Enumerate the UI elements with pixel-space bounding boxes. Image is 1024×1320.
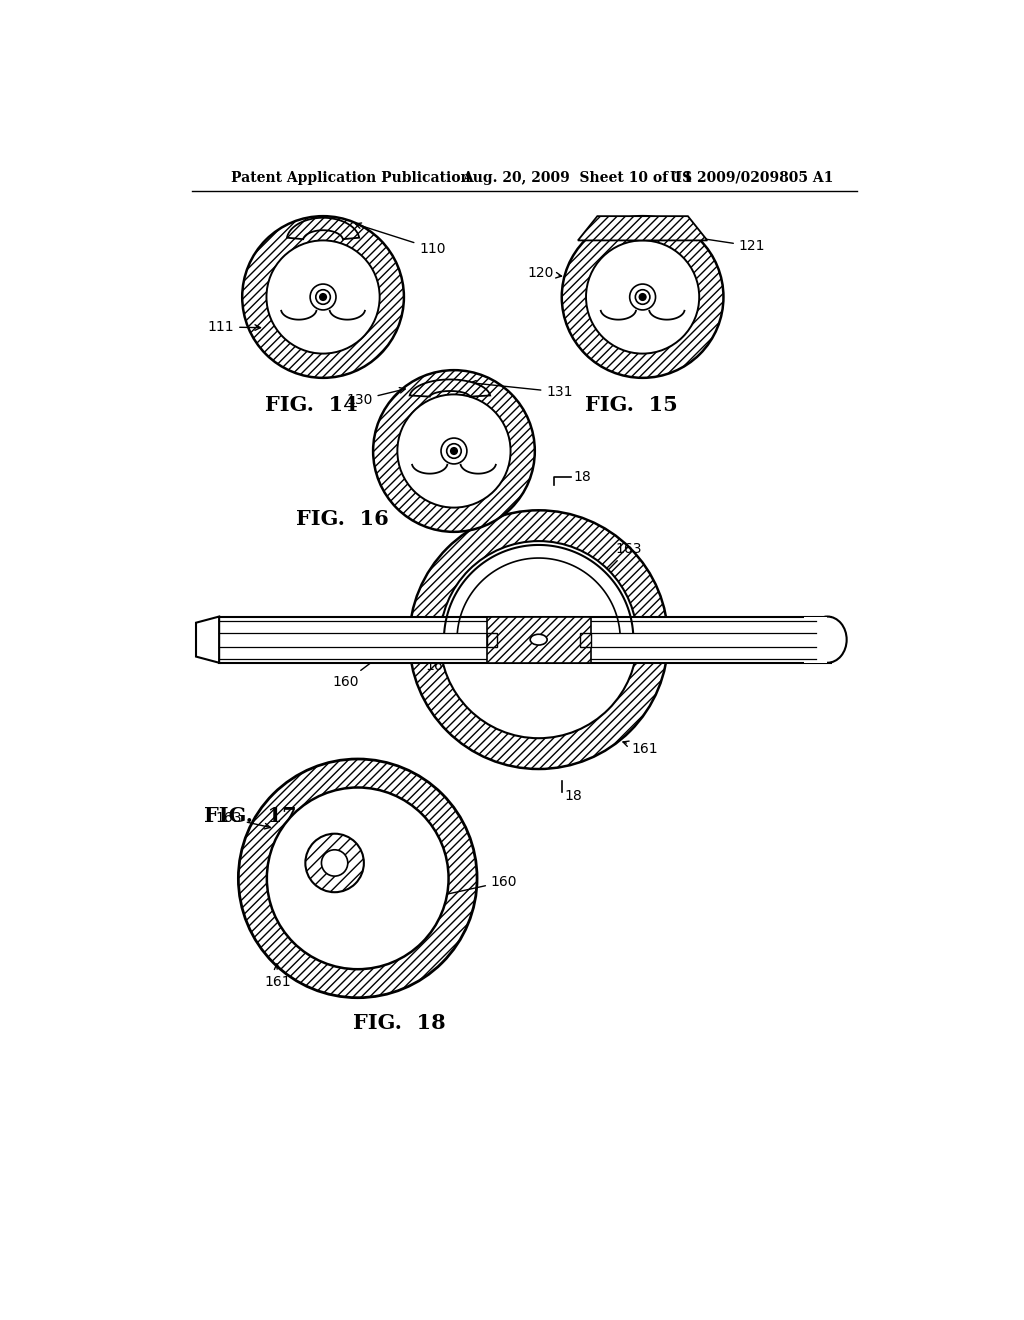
Text: 120: 120 (527, 265, 561, 280)
Polygon shape (287, 218, 359, 239)
Text: FIG.  15: FIG. 15 (585, 395, 678, 414)
Polygon shape (196, 616, 219, 663)
Bar (486, 632, 498, 647)
Circle shape (562, 216, 724, 378)
Text: FIG.  14: FIG. 14 (265, 395, 357, 414)
Text: 160: 160 (333, 653, 383, 689)
Bar (486, 632, 498, 647)
Text: FIG.  16: FIG. 16 (296, 508, 389, 529)
Circle shape (639, 294, 646, 300)
Text: 161: 161 (623, 741, 658, 756)
Ellipse shape (530, 635, 547, 645)
Circle shape (305, 834, 364, 892)
Polygon shape (410, 379, 490, 396)
Circle shape (586, 240, 699, 354)
Text: 131: 131 (470, 380, 572, 399)
Circle shape (397, 395, 511, 508)
Bar (580, 632, 591, 647)
Circle shape (243, 216, 403, 378)
Text: 161: 161 (264, 964, 291, 989)
Text: Patent Application Publication: Patent Application Publication (230, 170, 470, 185)
Circle shape (319, 294, 327, 300)
Circle shape (410, 511, 668, 770)
Text: Aug. 20, 2009  Sheet 10 of 11: Aug. 20, 2009 Sheet 10 of 11 (462, 170, 692, 185)
Text: 163: 163 (603, 543, 642, 576)
Ellipse shape (808, 616, 847, 663)
Circle shape (451, 447, 457, 454)
Circle shape (267, 788, 449, 969)
Text: 110: 110 (355, 223, 445, 256)
Circle shape (322, 850, 348, 876)
Text: 162: 162 (342, 813, 412, 853)
Bar (219, 616, 831, 663)
Circle shape (239, 759, 477, 998)
Text: 163: 163 (215, 810, 270, 829)
Circle shape (373, 370, 535, 532)
Circle shape (266, 240, 380, 354)
Text: 160: 160 (408, 875, 517, 904)
Bar (486, 616, 591, 663)
Text: FIG.  18: FIG. 18 (353, 1014, 445, 1034)
Text: 121: 121 (691, 235, 765, 253)
Bar (580, 632, 591, 647)
Text: FIG.  17: FIG. 17 (204, 807, 296, 826)
Bar (486, 616, 591, 663)
Text: US 2009/0209805 A1: US 2009/0209805 A1 (670, 170, 833, 185)
Circle shape (440, 541, 637, 738)
Bar (804, 616, 827, 663)
Text: 164: 164 (426, 640, 476, 673)
Text: 18: 18 (573, 470, 591, 484)
Text: 111: 111 (208, 319, 260, 334)
Text: 18: 18 (565, 789, 583, 803)
Polygon shape (578, 216, 708, 240)
Text: 162: 162 (567, 582, 623, 598)
Text: 130: 130 (346, 388, 406, 407)
